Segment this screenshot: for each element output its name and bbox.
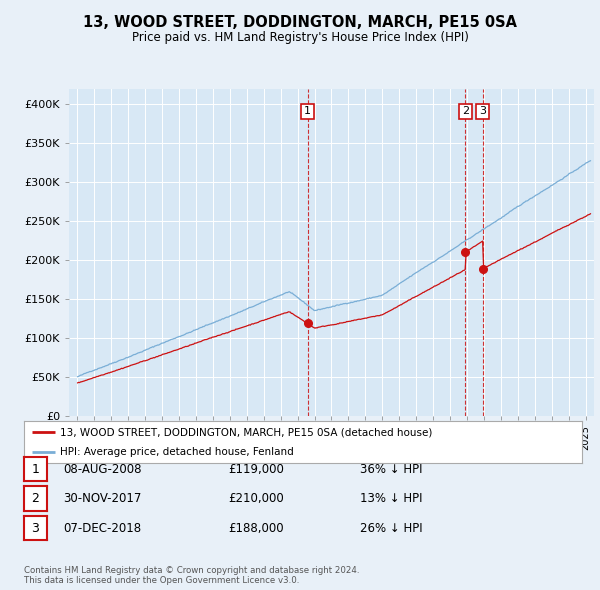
Text: £210,000: £210,000 xyxy=(228,492,284,505)
Text: 2: 2 xyxy=(31,492,40,505)
Text: 2: 2 xyxy=(462,106,469,116)
Text: 36% ↓ HPI: 36% ↓ HPI xyxy=(360,463,422,476)
Text: 3: 3 xyxy=(31,522,40,535)
Text: HPI: Average price, detached house, Fenland: HPI: Average price, detached house, Fenl… xyxy=(60,447,294,457)
Text: Price paid vs. HM Land Registry's House Price Index (HPI): Price paid vs. HM Land Registry's House … xyxy=(131,31,469,44)
Text: 3: 3 xyxy=(479,106,486,116)
Text: 30-NOV-2017: 30-NOV-2017 xyxy=(63,492,142,505)
Text: 26% ↓ HPI: 26% ↓ HPI xyxy=(360,522,422,535)
Text: £119,000: £119,000 xyxy=(228,463,284,476)
Text: 1: 1 xyxy=(31,463,40,476)
Text: 1: 1 xyxy=(304,106,311,116)
Text: 13% ↓ HPI: 13% ↓ HPI xyxy=(360,492,422,505)
Text: 07-DEC-2018: 07-DEC-2018 xyxy=(63,522,141,535)
Text: £188,000: £188,000 xyxy=(228,522,284,535)
Text: 08-AUG-2008: 08-AUG-2008 xyxy=(63,463,142,476)
Text: Contains HM Land Registry data © Crown copyright and database right 2024.
This d: Contains HM Land Registry data © Crown c… xyxy=(24,566,359,585)
Text: 13, WOOD STREET, DODDINGTON, MARCH, PE15 0SA: 13, WOOD STREET, DODDINGTON, MARCH, PE15… xyxy=(83,15,517,30)
Text: 13, WOOD STREET, DODDINGTON, MARCH, PE15 0SA (detached house): 13, WOOD STREET, DODDINGTON, MARCH, PE15… xyxy=(60,427,433,437)
